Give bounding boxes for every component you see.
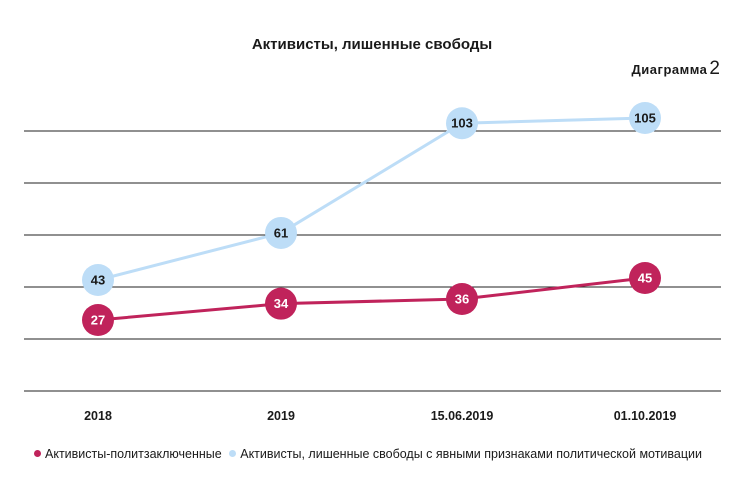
diagram-number: 2 [709,58,720,79]
series-line-1 [97,276,646,322]
series-2-point-3 [446,107,478,140]
series-2-point-4 [629,102,661,134]
series-1-point-3 [446,283,478,315]
legend-item-political-prisoners: Активисты-политзаключенные [34,447,222,461]
chart-title: Активисты, лишенные свободы [251,36,493,53]
series-2-label-4: 105 [634,111,656,126]
x-tick-label-1: 2018 [84,409,112,423]
series-2-point-2 [265,216,297,249]
series-2-point-1 [82,264,114,296]
series-2-label-2: 61 [274,225,288,240]
x-tick-label-3: 15.06.2019 [431,409,494,423]
series-1-label-4: 45 [638,271,652,286]
legend-item-deprived-of-liberty: Активисты, лишенные свободы с явными при… [229,447,702,461]
x-tick-label-4: 01.10.2019 [614,409,677,423]
legend: Активисты-политзаключенные Активисты, ли… [34,446,706,461]
series-1-label-2: 34 [274,296,289,311]
diagram-label: Диаграмма 2 [632,58,720,80]
series-1-point-2 [265,287,297,320]
legend-marker-deprived-of-liberty [229,450,237,457]
series-1-point-4 [629,262,661,294]
series-1-point-1 [82,304,114,336]
series-1-label-3: 36 [455,292,469,307]
series-2-label-3: 103 [451,116,473,131]
series-2-label-1: 43 [91,273,105,288]
x-tick-label-2: 2019 [267,409,295,423]
series-line-2 [97,116,646,282]
series-1-label-1: 27 [91,313,105,328]
legend-label-deprived-of-liberty: Активисты, лишенные свободы с явными при… [240,446,702,461]
diagram-label-text: Диаграмма [631,62,708,77]
legend-marker-political-prisoners [34,450,41,457]
legend-label-political-prisoners: Активисты-политзаключенные [45,446,222,461]
